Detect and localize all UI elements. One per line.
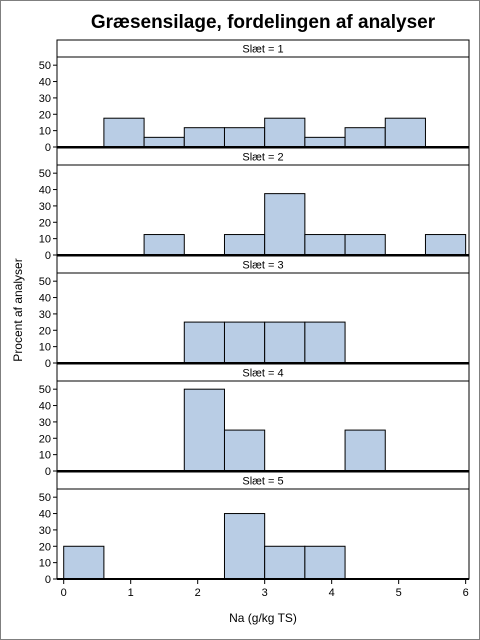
- histogram-bar: [304, 136, 346, 148]
- y-tick-label: 20: [39, 541, 51, 553]
- histogram-bar: [143, 136, 185, 148]
- y-tick-label: 10: [39, 450, 51, 462]
- y-tick-label: 0: [45, 142, 51, 154]
- panel-strip-label: Slæt = 5: [242, 476, 283, 488]
- y-tick-label: 10: [39, 558, 51, 570]
- y-tick-label: 10: [39, 342, 51, 354]
- histogram-bar: [264, 321, 306, 364]
- panel-strip-label: Slæt = 1: [242, 44, 283, 56]
- histogram-bar: [103, 117, 145, 148]
- x-tick-label: 0: [61, 587, 67, 599]
- panel-3: Slæt = 3 0 10 20 30 40 50: [39, 255, 470, 370]
- y-tick-label: 40: [39, 401, 51, 413]
- histogram-bar: [264, 117, 306, 148]
- x-tick-label: 4: [329, 587, 335, 599]
- y-axis-label: Procent af analyser: [11, 258, 25, 361]
- panel-strip-label: Slæt = 2: [242, 152, 283, 164]
- x-axis: 0 1 2 3 4 5 6: [61, 579, 469, 599]
- y-tick-label: 20: [39, 433, 51, 445]
- histogram-bar: [223, 234, 266, 256]
- x-axis-label: Na (g/kg TS): [229, 611, 297, 625]
- y-tick-label: 50: [39, 384, 51, 396]
- y-tick-label: 30: [39, 309, 51, 321]
- panel-2: Slæt = 2 0 10 20 30 40 50: [39, 147, 470, 262]
- y-tick-label: 0: [45, 466, 51, 478]
- y-tick-label: 50: [39, 276, 51, 288]
- y-tick-label: 50: [39, 168, 51, 180]
- x-tick-label: 1: [128, 587, 134, 599]
- histogram-bar: [304, 321, 346, 364]
- histogram-bar: [183, 127, 225, 148]
- panel-4: Slæt = 4 0 10 20 30 40 50: [39, 363, 470, 478]
- y-tick-label: 30: [39, 201, 51, 213]
- y-tick-label: 0: [45, 250, 51, 262]
- y-tick-label: 40: [39, 185, 51, 197]
- y-tick-label: 20: [39, 217, 51, 229]
- histogram-bar: [424, 234, 467, 256]
- y-tick-label: 40: [39, 77, 51, 89]
- panel-5: Slæt = 5 0 10 20 30 40 50: [39, 471, 470, 586]
- x-tick-label: 6: [463, 587, 469, 599]
- histogram-bar: [223, 429, 266, 472]
- y-tick-label: 50: [39, 492, 51, 504]
- histogram-bar: [183, 321, 225, 364]
- panel-strip-label: Slæt = 4: [242, 368, 283, 380]
- y-tick-label: 10: [39, 234, 51, 246]
- x-tick-label: 2: [195, 587, 201, 599]
- y-tick-label: 30: [39, 417, 51, 429]
- histogram-bar: [183, 388, 225, 472]
- y-tick-label: 0: [45, 358, 51, 370]
- histogram-bar: [304, 545, 346, 580]
- histogram-bar: [264, 545, 306, 580]
- histogram-bar: [344, 127, 386, 148]
- histogram-bar: [223, 321, 266, 364]
- histogram-bar: [223, 127, 266, 148]
- histogram-bar: [344, 234, 386, 256]
- y-tick-label: 50: [39, 60, 51, 72]
- histogram-bar: [264, 193, 306, 256]
- histogram-bar: [384, 117, 426, 148]
- y-tick-label: 30: [39, 93, 51, 105]
- y-tick-label: 10: [39, 126, 51, 138]
- panel-1: Slæt = 1 0 10 20 30 40 50: [39, 39, 470, 154]
- histogram-bar: [223, 513, 266, 580]
- y-tick-label: 40: [39, 293, 51, 305]
- histogram-bar: [63, 545, 105, 580]
- histogram-bar: [344, 429, 386, 472]
- y-tick-label: 40: [39, 509, 51, 521]
- histogram-bar: [143, 234, 185, 256]
- y-tick-label: 20: [39, 325, 51, 337]
- histogram-bar: [304, 234, 346, 256]
- y-tick-label: 0: [45, 574, 51, 586]
- y-tick-label: 30: [39, 525, 51, 537]
- x-tick-label: 3: [262, 587, 268, 599]
- chart-title: Græsensilage, fordelingen af analyser: [91, 12, 436, 33]
- y-tick-label: 20: [39, 109, 51, 121]
- x-tick-label: 5: [396, 587, 402, 599]
- panel-strip-label: Slæt = 3: [242, 260, 283, 272]
